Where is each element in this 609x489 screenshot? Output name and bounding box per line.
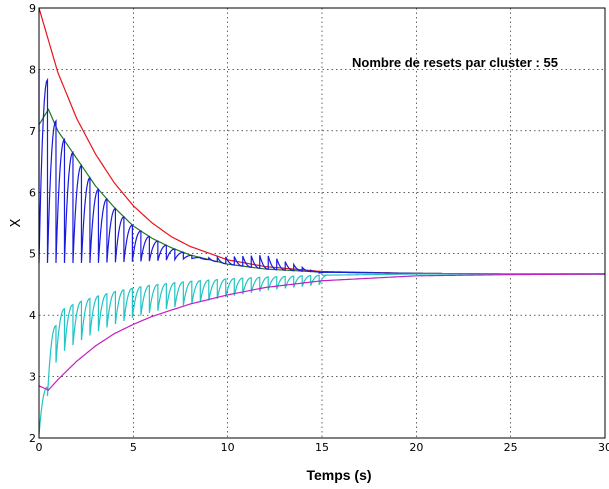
chart-annotation: Nombre de resets par cluster : 55: [352, 55, 558, 70]
y-tick-label: 3: [29, 371, 36, 384]
y-tick-labels: 2 3 4 5 6 7 8 9: [29, 2, 36, 445]
series-line-magenta: [38, 273, 606, 391]
x-tick-label: 30: [598, 441, 609, 454]
plot-area: [39, 8, 605, 438]
series-line-cyan: [38, 273, 605, 435]
series-group: [38, 7, 606, 435]
y-tick-label: 6: [29, 186, 36, 199]
x-tick-labels: 0 5 10 15 20 25 30: [36, 441, 609, 454]
y-tick-label: 5: [29, 248, 36, 261]
y-tick-label: 8: [29, 63, 36, 76]
x-tick-label: 5: [130, 441, 137, 454]
y-axis-label: X: [9, 218, 24, 227]
y-tick-label: 4: [29, 309, 36, 322]
x-tick-label: 15: [315, 441, 329, 454]
y-tick-label: 2: [29, 432, 36, 445]
x-axis-label: Temps (s): [306, 467, 371, 483]
y-tick-label: 9: [29, 2, 36, 15]
x-tick-label: 25: [504, 441, 518, 454]
plot-frame: [38, 7, 606, 439]
x-tick-label: 20: [409, 441, 423, 454]
y-tick-label: 7: [29, 125, 36, 138]
x-tick-label: 10: [221, 441, 235, 454]
x-tick-label: 0: [36, 441, 43, 454]
